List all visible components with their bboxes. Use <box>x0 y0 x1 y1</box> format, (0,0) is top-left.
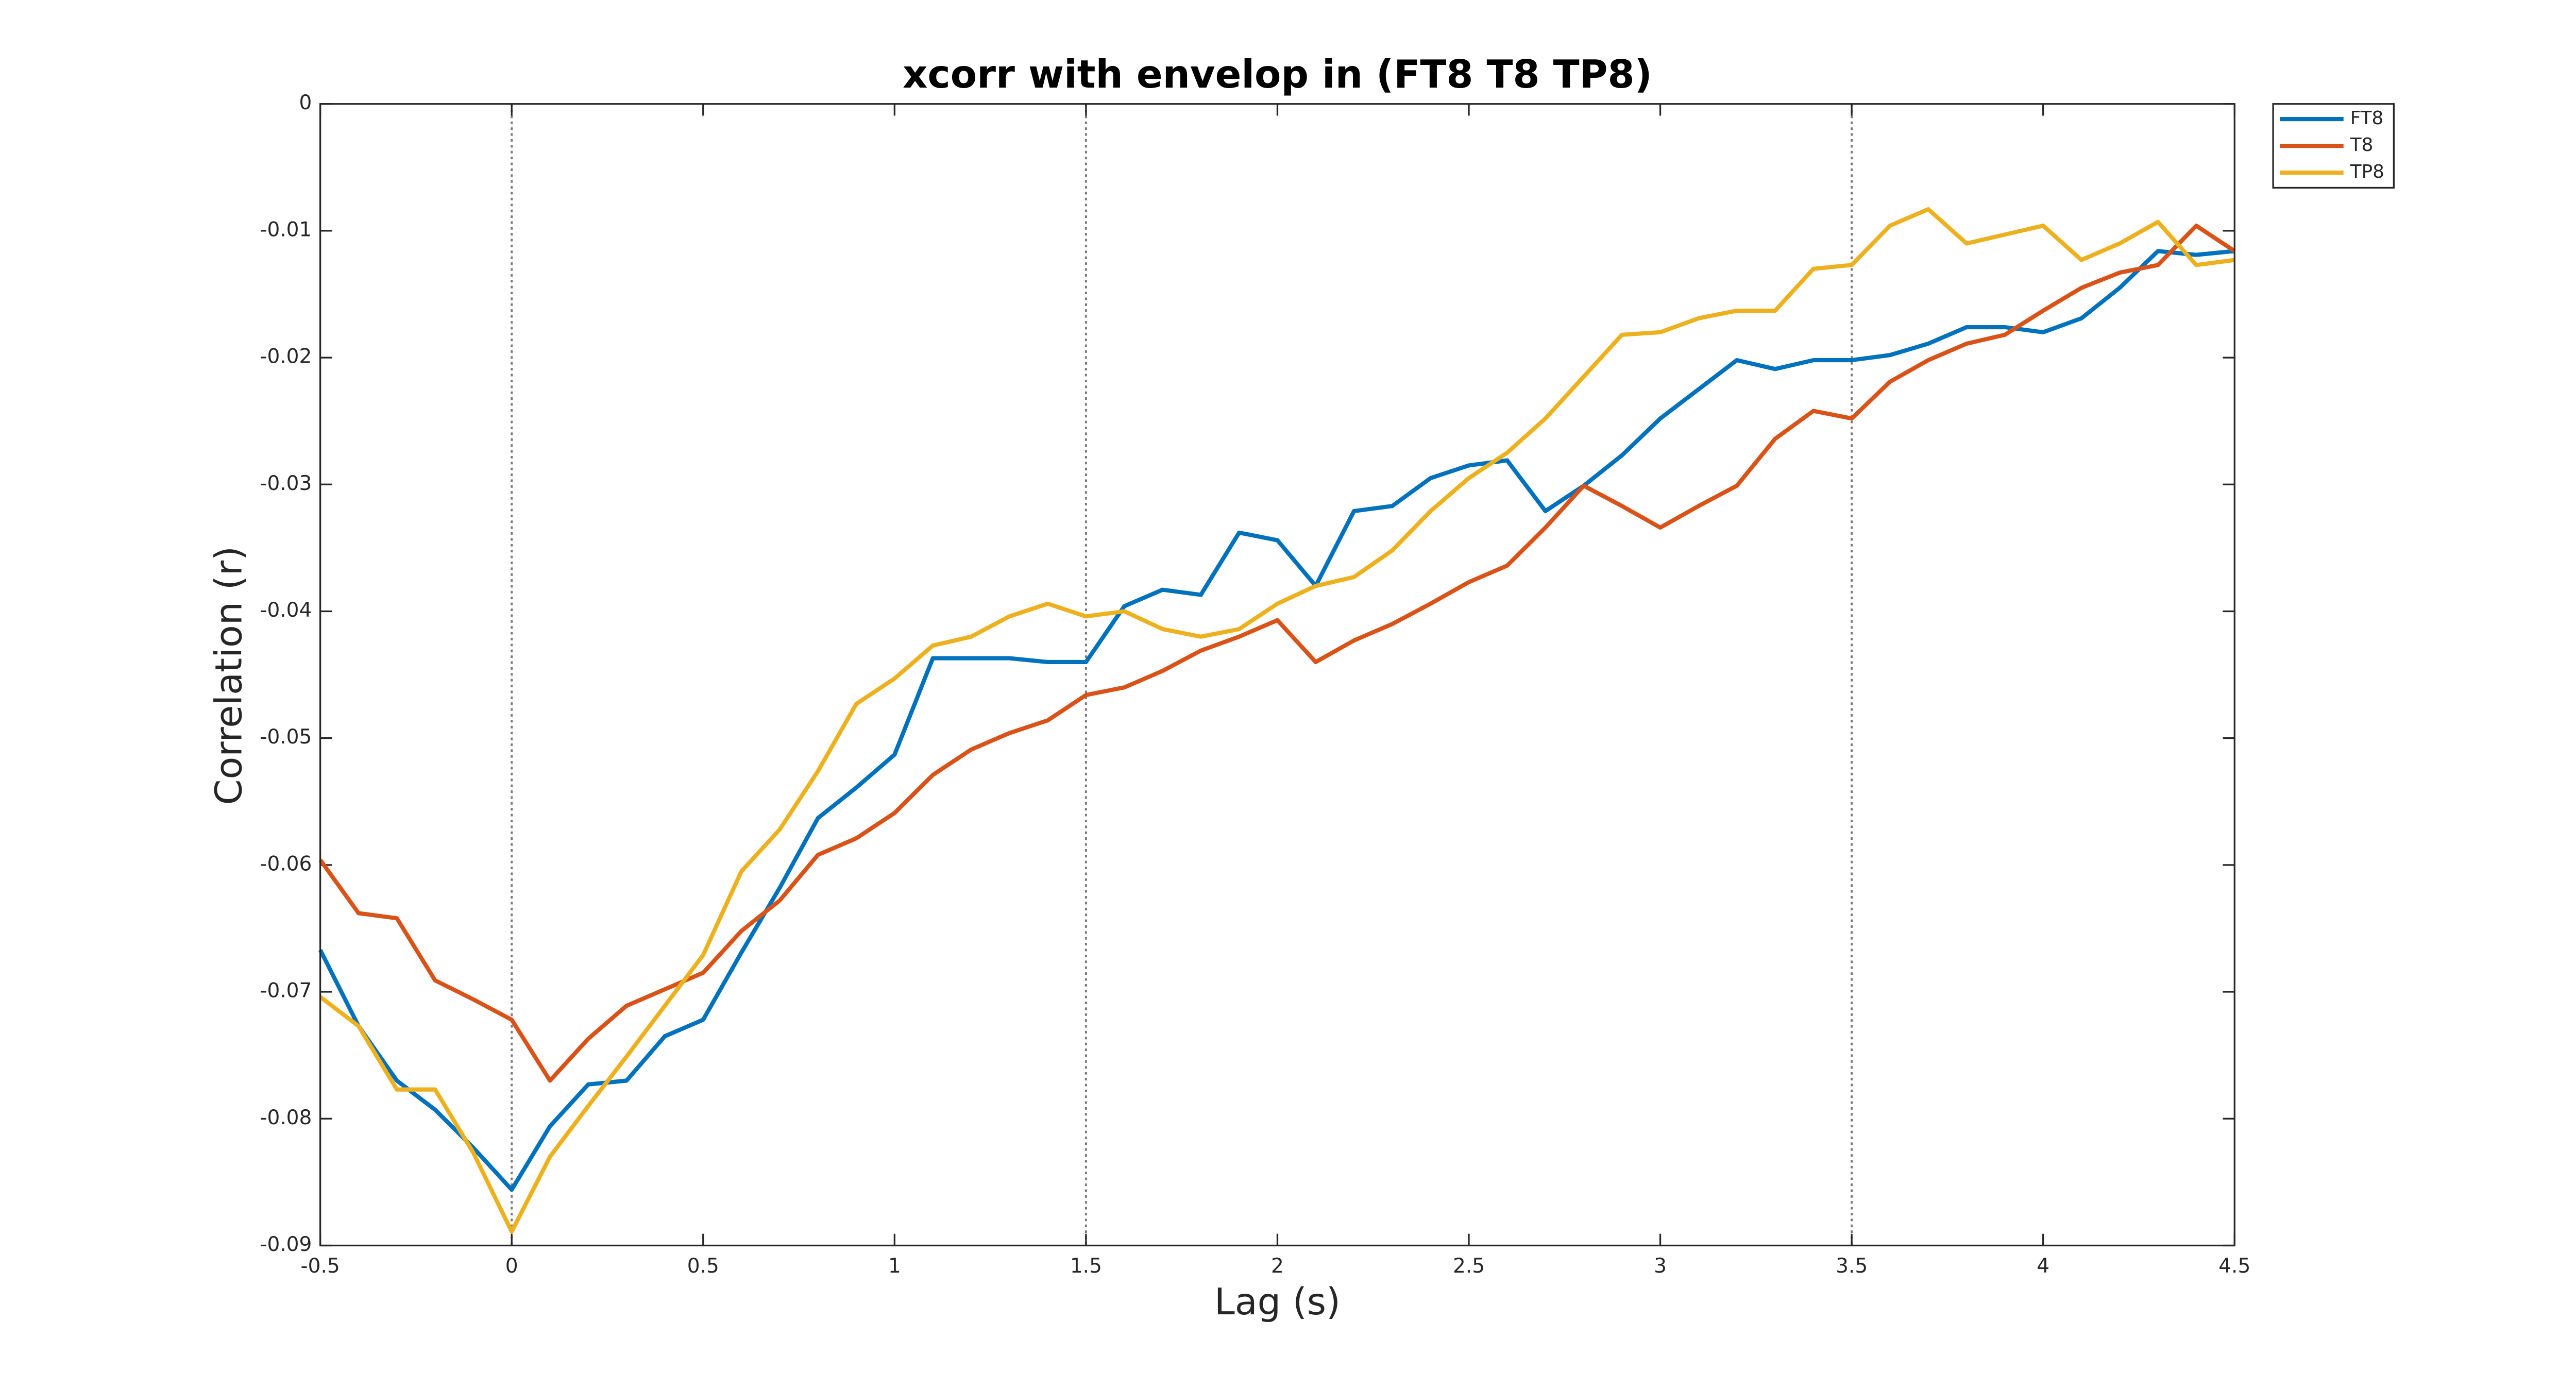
y-tick-label: -0.04 <box>260 599 312 622</box>
y-tick-label: -0.01 <box>260 218 312 241</box>
y-axis-label: Correlation (r) <box>208 546 250 805</box>
x-tick-label: 2 <box>1271 1255 1284 1278</box>
y-tick-label: -0.02 <box>260 345 312 368</box>
x-tick-label: 1 <box>888 1255 901 1278</box>
legend-label: T8 <box>2350 134 2374 156</box>
x-axis-label: Lag (s) <box>1214 1280 1341 1323</box>
y-tick-label: -0.06 <box>260 852 312 875</box>
chart-title: xcorr with envelop in (FT8 T8 TP8) <box>903 52 1652 97</box>
line-series <box>318 224 2236 1083</box>
y-tick-label: -0.03 <box>260 472 312 495</box>
line-series <box>319 207 2235 1234</box>
line-series <box>318 249 2235 1192</box>
x-tick-label: 4 <box>2037 1255 2049 1278</box>
y-tick-label: -0.05 <box>260 725 312 749</box>
y-tick-label: 0 <box>299 91 312 114</box>
legend-label: FT8 <box>2350 108 2384 129</box>
legend-label: TP8 <box>2350 161 2384 182</box>
x-tick-label: 0.5 <box>687 1255 719 1278</box>
y-tick-label: -0.09 <box>260 1233 312 1256</box>
y-tick-label: -0.07 <box>260 979 312 1003</box>
plot-frame <box>319 103 2235 1247</box>
x-tick-label: 1.5 <box>1070 1255 1102 1278</box>
x-tick-label: 3 <box>1654 1255 1667 1278</box>
y-tick-label: -0.08 <box>260 1106 312 1129</box>
x-tick-label: 0 <box>505 1255 518 1278</box>
x-tick-label: 3.5 <box>1836 1255 1868 1278</box>
x-tick-label: 4.5 <box>2218 1255 2250 1278</box>
x-tick-label: 2.5 <box>1453 1255 1485 1278</box>
x-tick-label: -0.5 <box>301 1255 340 1278</box>
